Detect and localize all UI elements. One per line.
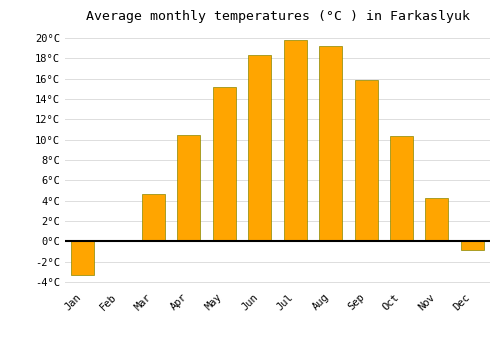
Bar bbox=[213, 87, 236, 241]
Bar bbox=[142, 194, 165, 241]
Bar bbox=[248, 55, 272, 241]
Bar bbox=[390, 136, 413, 241]
Bar bbox=[354, 80, 378, 241]
Bar bbox=[461, 241, 484, 251]
Bar bbox=[178, 135, 201, 241]
Title: Average monthly temperatures (°C ) in Farkaslyuk: Average monthly temperatures (°C ) in Fa… bbox=[86, 10, 469, 23]
Bar bbox=[71, 241, 94, 275]
Bar bbox=[284, 40, 306, 241]
Bar bbox=[319, 46, 342, 241]
Bar bbox=[426, 198, 448, 241]
